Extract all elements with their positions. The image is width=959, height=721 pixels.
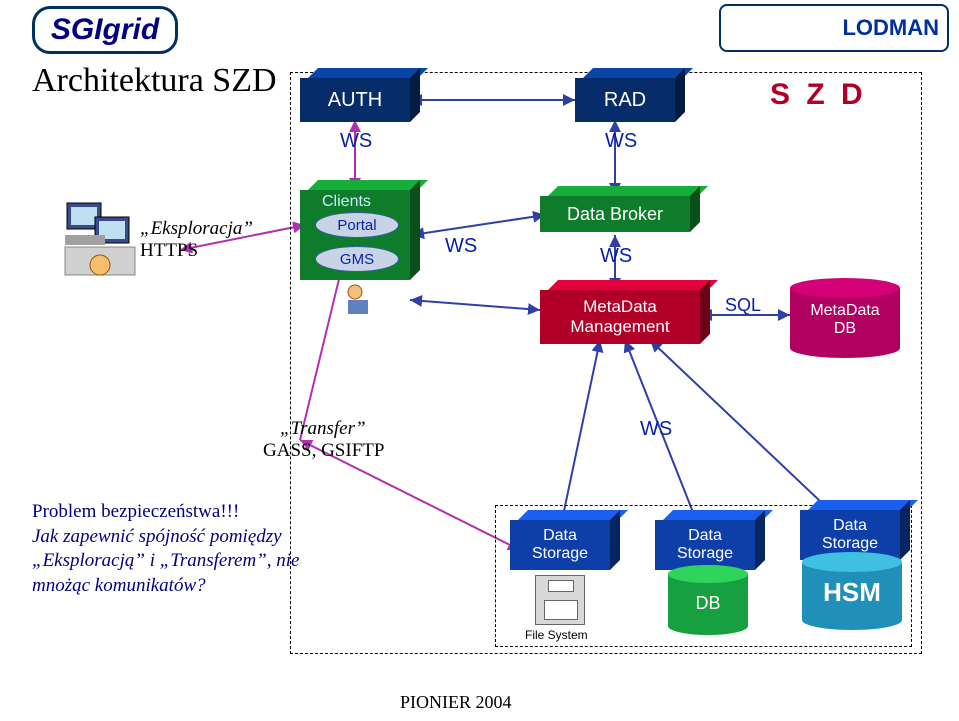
- data-storage-2: Data Storage: [655, 520, 755, 570]
- metadata-mgmt-box: MetaData Management: [540, 290, 700, 344]
- db-cylinder: DB: [668, 565, 748, 635]
- transfer-label-2: GASS, GSIFTP: [263, 440, 384, 462]
- sql-label: SQL: [725, 295, 761, 316]
- page-title: Architektura SZD: [32, 62, 277, 100]
- floppy-icon: [535, 575, 585, 625]
- rad-box: RAD: [575, 78, 675, 122]
- filesystem-label: File System: [525, 628, 588, 642]
- header-title: SGIgrid: [51, 13, 159, 47]
- clients-label: Clients: [322, 193, 371, 211]
- eksploracja-label: „Eksploracja”: [140, 218, 253, 240]
- ws-label-right: WS: [600, 245, 632, 268]
- metadata-db-cylinder: MetaData DB: [790, 278, 900, 358]
- transfer-label-1: „Transfer”: [280, 418, 366, 440]
- data-storage-1: Data Storage: [510, 520, 610, 570]
- ws-label-rad: WS: [605, 130, 637, 153]
- ws-label-mid: WS: [445, 235, 477, 258]
- gms-pill: GMS: [315, 246, 399, 272]
- ws-label-storage: WS: [640, 418, 672, 441]
- ws-label-auth: WS: [340, 130, 372, 153]
- logo-right: LODMAN: [719, 4, 949, 52]
- data-broker-box: Data Broker: [540, 196, 690, 232]
- hsm-cylinder: HSM: [802, 552, 902, 630]
- portal-pill: Portal: [315, 212, 399, 238]
- auth-box: AUTH: [300, 78, 410, 122]
- header-box: SGIgrid: [32, 6, 178, 54]
- footer: PIONIER 2004: [400, 692, 512, 713]
- person-icon: [340, 282, 390, 322]
- computers-icon: [55, 195, 145, 285]
- https-label: HTTPS: [140, 240, 198, 262]
- note-text: Problem bezpieczeństwa!!! Jak zapewnić s…: [32, 500, 342, 599]
